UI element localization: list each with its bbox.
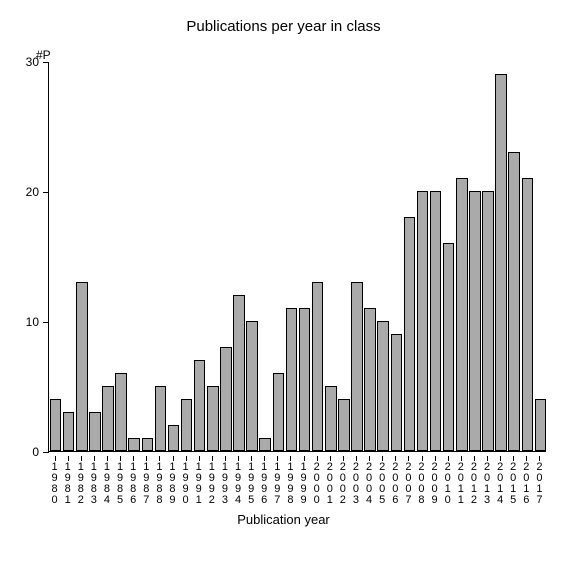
y-tick — [43, 452, 49, 453]
x-axis-title: Publication year — [0, 512, 567, 527]
x-tick-label: 1983 — [87, 462, 100, 506]
bar — [273, 373, 285, 451]
bar — [220, 347, 232, 451]
bar — [430, 191, 442, 451]
bar — [194, 360, 206, 451]
bar — [168, 425, 180, 451]
x-tick-label: 2016 — [520, 462, 533, 506]
bar — [207, 386, 219, 451]
x-tick-label: 2009 — [428, 462, 441, 506]
x-tick-label: 2005 — [376, 462, 389, 506]
bar — [469, 191, 481, 451]
x-tick-label: 1991 — [192, 462, 205, 506]
bar — [508, 152, 520, 451]
x-tick-label: 2013 — [480, 462, 493, 506]
bar — [404, 217, 416, 451]
bar — [495, 74, 507, 451]
x-tick-label: 1997 — [271, 462, 284, 506]
x-tick-label: 2001 — [323, 462, 336, 506]
plot-area: 0102030 — [48, 62, 546, 452]
bar — [50, 399, 62, 451]
bar — [246, 321, 258, 451]
x-tick-label: 2002 — [336, 462, 349, 506]
x-tick-label: 2012 — [467, 462, 480, 506]
bar — [181, 399, 193, 451]
x-tick-label: 1996 — [258, 462, 271, 506]
x-tick-label: 1988 — [153, 462, 166, 506]
bar — [456, 178, 468, 451]
x-tick-label: 1980 — [48, 462, 61, 506]
bar — [417, 191, 429, 451]
chart-container: Publications per year in class #P 010203… — [0, 0, 567, 567]
x-tick-label: 1984 — [100, 462, 113, 506]
y-tick-label: 0 — [32, 445, 39, 459]
bar — [377, 321, 389, 451]
bar — [351, 282, 363, 451]
x-tick-label: 1986 — [127, 462, 140, 506]
bar — [102, 386, 114, 451]
x-tick-label: 2004 — [363, 462, 376, 506]
x-tick-label: 2003 — [349, 462, 362, 506]
x-tick-label: 2000 — [310, 462, 323, 506]
bar — [325, 386, 337, 451]
bar — [115, 373, 127, 451]
bar — [364, 308, 376, 451]
x-tick-label: 1993 — [218, 462, 231, 506]
x-tick-label: 1981 — [61, 462, 74, 506]
bar — [76, 282, 88, 451]
x-tick-label: 1994 — [231, 462, 244, 506]
bar — [142, 438, 154, 451]
bar — [155, 386, 167, 451]
y-tick — [43, 192, 49, 193]
y-tick — [43, 322, 49, 323]
y-tick-label: 10 — [26, 315, 39, 329]
chart-title: Publications per year in class — [0, 18, 567, 35]
x-tick-label: 1985 — [114, 462, 127, 506]
x-tick-label: 1995 — [245, 462, 258, 506]
x-tick-label: 1998 — [284, 462, 297, 506]
x-tick-label: 1999 — [297, 462, 310, 506]
bar — [128, 438, 140, 451]
y-tick-label: 20 — [26, 185, 39, 199]
x-tick-label: 2015 — [507, 462, 520, 506]
bar — [522, 178, 534, 451]
bar — [89, 412, 101, 451]
bar — [63, 412, 75, 451]
x-tick-label: 1987 — [140, 462, 153, 506]
x-tick-label: 2008 — [415, 462, 428, 506]
bar — [338, 399, 350, 451]
x-tick-label: 1982 — [74, 462, 87, 506]
bar — [286, 308, 298, 451]
x-tick-label: 2007 — [402, 462, 415, 506]
x-tick-label: 2017 — [533, 462, 546, 506]
x-tick-label: 1989 — [166, 462, 179, 506]
bars-layer — [49, 62, 546, 451]
x-tick-label: 1990 — [179, 462, 192, 506]
bar — [312, 282, 324, 451]
bar — [233, 295, 245, 451]
bar — [443, 243, 455, 451]
x-tick-label: 2014 — [494, 462, 507, 506]
bar — [482, 191, 494, 451]
x-tick-label: 1992 — [205, 462, 218, 506]
x-tick-label: 2006 — [389, 462, 402, 506]
y-tick-label: 30 — [26, 55, 39, 69]
y-tick — [43, 62, 49, 63]
bar — [299, 308, 311, 451]
bar — [391, 334, 403, 451]
x-tick-label: 2010 — [441, 462, 454, 506]
bar — [535, 399, 547, 451]
x-tick-label: 2011 — [454, 462, 467, 506]
bar — [259, 438, 271, 451]
